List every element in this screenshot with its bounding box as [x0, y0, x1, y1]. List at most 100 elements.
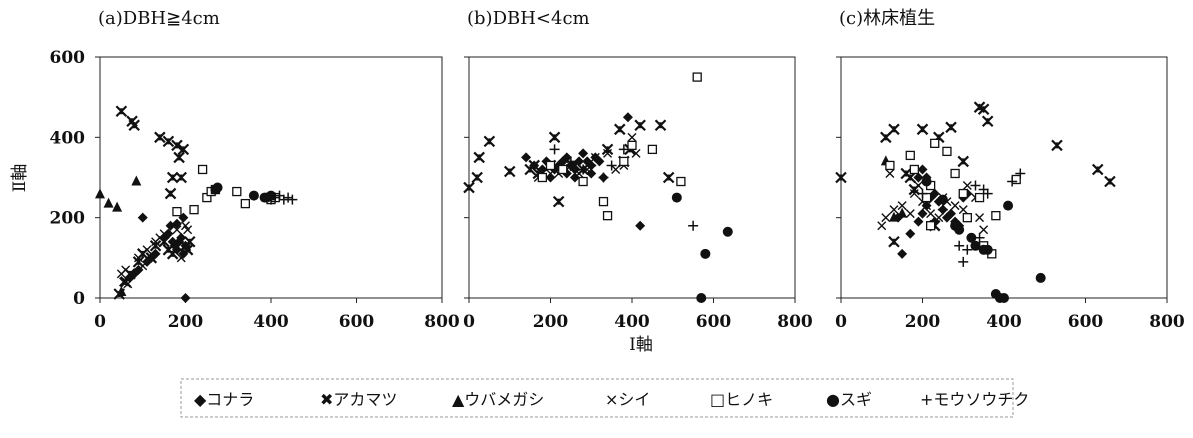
data-point-hinoki: [647, 144, 658, 155]
data-point-hinoki: [240, 198, 251, 209]
data-point-akamatsu: [128, 119, 140, 132]
data-point-shii: [905, 209, 915, 219]
panel-title-1: (b)DBH<4cm: [467, 8, 590, 29]
data-point-akamatsu: [1104, 175, 1116, 188]
data-point-mousouchiku: [270, 192, 281, 203]
data-point-hinoki: [958, 188, 968, 199]
panel-title-2: (c)林床植生: [839, 8, 935, 29]
data-point-akamatsu: [154, 131, 166, 144]
data-point-mousouchiku: [937, 204, 948, 215]
data-point-shii: [133, 253, 143, 263]
data-point-sugi: [722, 226, 733, 237]
data-point-shii: [934, 213, 944, 223]
plot-frame-2: [840, 56, 1168, 299]
data-point-shii: [603, 148, 613, 158]
data-point-akamatsu: [471, 171, 483, 184]
data-point-hinoki: [627, 140, 637, 151]
data-point-shii: [958, 205, 968, 215]
x-tick-label: 800: [424, 312, 460, 332]
data-point-sugi: [212, 182, 223, 193]
data-point-shii: [975, 213, 985, 223]
data-point-akamatsu: [662, 171, 675, 184]
x-tick-label: 800: [1149, 312, 1185, 332]
data-point-akamatsu: [634, 119, 646, 132]
x-tick-label: 200: [533, 312, 569, 332]
data-point-shii: [913, 181, 923, 191]
panel-title-0: (a)DBH≧4cm: [98, 8, 220, 29]
data-point-ubamegashi: [131, 175, 142, 186]
data-point-hinoki: [578, 176, 588, 187]
data-point-hinoki: [926, 221, 936, 231]
data-point-shii: [950, 201, 960, 211]
data-point-konara: [545, 172, 556, 183]
data-point-akamatsu: [916, 123, 929, 136]
data-point-hinoki: [942, 146, 952, 157]
data-point-shii: [146, 249, 156, 259]
data-point-shii: [590, 152, 600, 162]
data-point-konara: [561, 152, 572, 163]
data-point-hinoki: [676, 176, 686, 187]
data-point-mousouchiku: [586, 160, 597, 171]
data-point-akamatsu: [835, 171, 847, 184]
data-point-konara: [171, 218, 182, 229]
data-point-konara: [180, 293, 191, 303]
data-point-shii: [962, 181, 972, 191]
data-point-hinoki: [232, 186, 242, 197]
legend-item-akamatsu: ✖アカマツ: [320, 390, 397, 409]
x-tick-label: 0: [835, 312, 847, 332]
data-point-akamatsu: [162, 135, 175, 148]
data-point-mousouchiku: [283, 192, 294, 203]
x-tick-label: 0: [94, 312, 106, 332]
data-point-akamatsu: [175, 171, 188, 184]
data-point-shii: [172, 225, 182, 235]
data-point-akamatsu: [503, 165, 516, 178]
data-point-hinoki: [905, 150, 915, 161]
data-point-hinoki: [172, 206, 182, 217]
data-point-akamatsu: [171, 139, 183, 152]
data-point-sugi: [700, 248, 711, 259]
data-point-akamatsu: [613, 123, 626, 136]
x-tick-label: 600: [1068, 312, 1104, 332]
data-point-hinoki: [921, 192, 932, 203]
data-point-shii: [909, 189, 919, 199]
data-point-sugi: [982, 244, 993, 255]
data-point-akamatsu: [164, 187, 177, 200]
data-point-sugi: [696, 293, 707, 303]
data-point-mousouchiku: [917, 188, 928, 199]
data-point-konara: [176, 232, 187, 243]
data-point-sugi: [966, 232, 977, 243]
data-point-ubamegashi: [103, 197, 114, 208]
data-point-hinoki: [602, 211, 613, 221]
data-point-akamatsu: [149, 240, 162, 252]
data-point-konara: [622, 112, 633, 123]
data-point-hinoki: [558, 164, 568, 175]
data-point-akamatsu: [166, 171, 179, 184]
legend-box: [180, 378, 1014, 418]
x-tick-label: 400: [986, 312, 1022, 332]
data-point-hinoki: [974, 192, 985, 203]
data-point-konara: [635, 220, 646, 231]
x-tick-label: 400: [253, 312, 289, 332]
data-point-akamatsu: [483, 135, 496, 148]
data-point-konara: [897, 248, 908, 259]
data-point-mousouchiku: [278, 194, 289, 205]
data-point-hinoki: [537, 172, 547, 183]
data-point-akamatsu: [888, 123, 900, 136]
data-point-akamatsu: [473, 151, 485, 164]
data-point-hinoki: [909, 164, 919, 175]
data-point-hinoki: [692, 72, 702, 82]
legend-item-hinoki: □ヒノキ: [710, 390, 773, 409]
x-tick-label: 400: [614, 312, 650, 332]
data-point-akamatsu: [904, 171, 917, 184]
legend-item-sugi: ●スギ: [826, 390, 872, 409]
data-point-sugi: [954, 224, 965, 235]
data-point-mousouchiku: [578, 164, 589, 175]
data-point-hinoki: [885, 160, 895, 171]
data-point-mousouchiku: [974, 232, 985, 243]
data-point-akamatsu: [173, 151, 185, 164]
data-point-akamatsu: [1051, 139, 1063, 152]
data-point-mousouchiku: [606, 160, 617, 171]
data-point-akamatsu: [181, 244, 194, 256]
data-point-shii: [183, 225, 193, 235]
data-point-konara: [929, 188, 940, 199]
